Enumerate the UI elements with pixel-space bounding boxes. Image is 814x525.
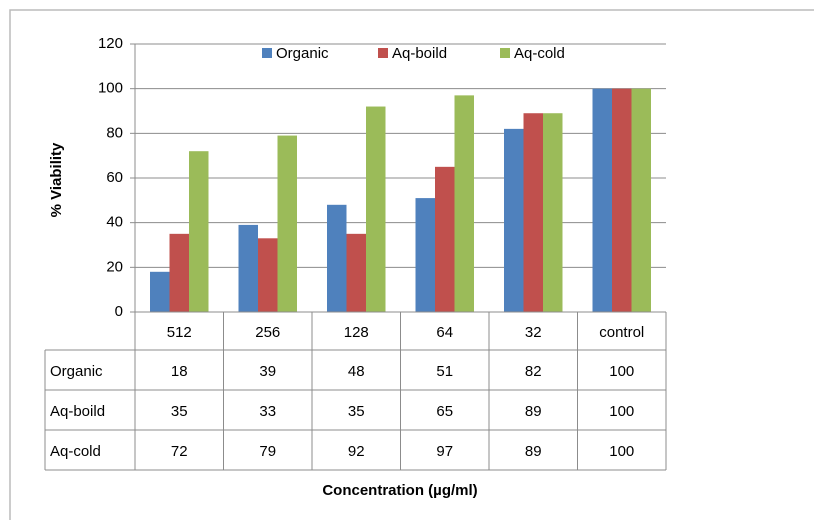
table-cell: 89 [525,403,542,420]
x-tick-label: 128 [344,324,369,341]
bar [189,151,209,312]
bar [631,88,651,313]
table-cell: 72 [171,443,188,460]
legend-swatch [378,48,388,58]
x-axis-title: Concentration (µg/ml) [322,482,477,499]
y-tick-label: 80 [106,124,123,141]
x-tick-label: 64 [436,324,453,341]
bar [169,233,189,312]
bar [277,135,297,312]
table-row-label: Organic [50,363,103,380]
bar [435,166,455,312]
bar [415,198,435,312]
table-cell: 33 [259,403,276,420]
y-tick-label: 100 [98,80,123,97]
table-cell: 51 [436,363,453,380]
bar [543,113,563,312]
y-tick-label: 0 [115,303,123,320]
bar [523,113,543,312]
table-cell: 35 [171,403,188,420]
table-cell: 89 [525,443,542,460]
table-cell: 97 [436,443,453,460]
y-tick-label: 120 [98,35,123,52]
bar [454,95,474,312]
y-tick-label: 60 [106,169,123,186]
legend-label: Aq-cold [514,45,565,62]
chart-frame [9,9,814,525]
bar [366,106,386,313]
table-cell: 48 [348,363,365,380]
table-cell: 100 [609,363,634,380]
legend-swatch [500,48,510,58]
table-row-label: Aq-cold [50,443,101,460]
table-cell: 65 [436,403,453,420]
x-tick-label: 512 [167,324,192,341]
bar [238,224,258,312]
table-cell: 39 [259,363,276,380]
legend-swatch [262,48,272,58]
bar [346,233,366,312]
bar [504,128,524,312]
y-axis-title: % Viability [48,142,65,217]
bar [612,88,632,313]
bar [150,271,170,312]
table-cell: 92 [348,443,365,460]
x-tick-label: 32 [525,324,542,341]
bar [327,204,347,312]
legend-label: Aq-boild [392,45,447,62]
x-tick-label: 256 [255,324,280,341]
table-cell: 35 [348,403,365,420]
bar [258,238,278,312]
table-cell: 79 [259,443,276,460]
y-tick-label: 20 [106,258,123,275]
table-cell: 100 [609,403,634,420]
table-cell: 82 [525,363,542,380]
bar [592,88,612,313]
table-cell: 100 [609,443,634,460]
y-tick-label: 40 [106,214,123,231]
table-cell: 18 [171,363,188,380]
x-tick-label: control [599,324,644,341]
legend-label: Organic [276,45,329,62]
table-row-label: Aq-boild [50,403,105,420]
